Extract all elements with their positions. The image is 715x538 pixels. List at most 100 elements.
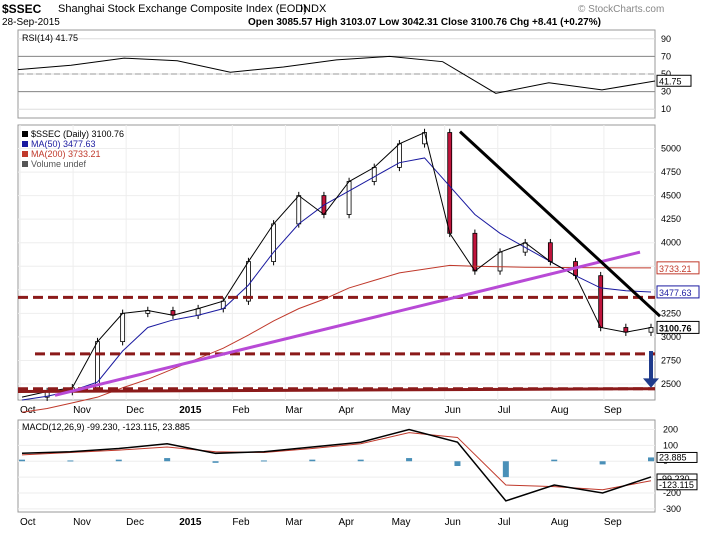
macd-x-tick-label: May	[392, 517, 411, 528]
macd-value-box	[656, 479, 698, 491]
macd-histogram-bar	[260, 460, 267, 462]
index-name: Shanghai Stock Exchange Composite Index …	[58, 3, 307, 15]
price-legend-entry: Volume undef	[31, 159, 87, 169]
ma200-line	[21, 264, 651, 413]
price-tick-label: 5000	[661, 144, 681, 154]
price-x-tick-label: Nov	[73, 405, 91, 416]
price-candle-body	[371, 166, 377, 182]
price-x-tick-label: Aug	[551, 405, 569, 416]
macd-histogram-bar	[454, 461, 461, 466]
legend-swatch	[22, 151, 28, 157]
price-x-tick-label: Jul	[498, 405, 511, 416]
macd-x-tick-label: Sep	[604, 517, 622, 528]
price-tick-label: 3000	[661, 332, 681, 342]
ma50-line	[21, 157, 652, 401]
rsi-tick-label: 90	[661, 34, 671, 44]
macd-tick-label: -300	[663, 504, 681, 514]
uptrend-line	[54, 250, 641, 397]
macd-histogram-bar	[19, 459, 25, 462]
price-tick-label: 4750	[661, 167, 681, 177]
price-tick-label: 4250	[661, 214, 681, 224]
close-line	[21, 131, 652, 398]
macd-x-tick-label: Jul	[498, 517, 511, 528]
macd-histogram-bar	[164, 458, 171, 462]
rsi-tick-label: 50	[661, 69, 671, 79]
price-candle-body	[296, 195, 302, 225]
target-arrow-head	[643, 378, 659, 388]
rsi-legend: RSI(14) 41.75	[22, 33, 78, 43]
macd-tick-label: 200	[663, 425, 678, 435]
macd-x-tick-label: Apr	[339, 517, 355, 528]
price-candle-body	[246, 261, 251, 302]
price-candle-body	[547, 242, 553, 262]
macd-histogram-bar	[212, 461, 219, 463]
macd-x-tick-label: Jun	[445, 517, 461, 528]
macd-value-label: -99.230	[659, 474, 690, 484]
price-x-tick-label: Mar	[285, 405, 303, 416]
macd-tick-label: 100	[663, 440, 678, 450]
macd-x-tick-label: 2015	[179, 517, 202, 528]
long-term-support-line	[17, 387, 656, 394]
price-value-label: 3100.76	[659, 323, 692, 333]
price-candle-body	[447, 132, 453, 234]
ohlc-summary: Open 3085.57 High 3103.07 Low 3042.31 Cl…	[248, 17, 601, 28]
price-candle-body	[472, 232, 478, 272]
downtrend-line	[458, 130, 662, 318]
price-x-tick-label: May	[392, 405, 411, 416]
macd-histogram-bar	[67, 460, 74, 462]
price-candle-body	[346, 181, 352, 215]
rsi-tick-label: 30	[661, 87, 671, 97]
price-x-tick-label: 2015	[179, 405, 202, 416]
date-label: 28-Sep-2015	[2, 17, 60, 28]
macd-panel-frame	[17, 419, 656, 513]
price-x-tick-label: Apr	[339, 405, 355, 416]
price-tick-label: 2750	[661, 355, 681, 365]
rsi-tick-label: 10	[661, 104, 671, 114]
macd-histogram-bar	[502, 461, 509, 478]
macd-histogram-bar	[599, 461, 606, 465]
macd-histogram-bar	[115, 459, 122, 462]
price-x-tick-label: Sep	[604, 405, 622, 416]
macd-histogram-bar	[648, 457, 654, 462]
price-candle-body	[497, 251, 503, 272]
price-legend-entry: MA(50) 3477.63	[31, 139, 96, 149]
price-x-tick-label: Oct	[20, 405, 36, 416]
legend-swatch	[22, 131, 28, 137]
price-candle-body	[271, 223, 277, 262]
price-x-tick-label: Jun	[445, 405, 461, 416]
macd-x-tick-label: Aug	[551, 517, 569, 528]
symbol-label: $SSEC	[2, 2, 42, 16]
macd-signal-line	[21, 432, 652, 491]
macd-x-tick-label: Feb	[232, 517, 250, 528]
rsi-tick-label: 70	[661, 51, 671, 61]
price-tick-label: 4500	[661, 191, 681, 201]
watermark: © StockCharts.com	[578, 4, 665, 15]
price-candle-body	[598, 275, 604, 328]
rsi-line	[17, 55, 656, 94]
macd-histogram-bar	[551, 459, 558, 462]
macd-legend: MACD(12,26,9) -99.230, -123.115, 23.885	[22, 422, 190, 432]
price-value-label: 3733.21	[659, 264, 692, 274]
legend-swatch	[22, 161, 28, 167]
price-value-label: 3477.63	[659, 288, 692, 298]
macd-tick-label: -200	[663, 488, 681, 498]
rsi-value-box	[656, 74, 692, 87]
price-x-tick-label: Feb	[232, 405, 250, 416]
legend-swatch	[22, 141, 28, 147]
price-legend-entry: MA(200) 3733.21	[31, 149, 101, 159]
price-value-box	[656, 320, 700, 334]
exchange-label: INDX	[300, 3, 327, 15]
macd-value-box	[656, 451, 698, 463]
macd-histogram-bar	[309, 459, 316, 462]
price-tick-label: 2500	[661, 379, 681, 389]
macd-value-label: 23.885	[659, 452, 687, 462]
rsi-value-label: 41.75	[659, 76, 682, 86]
price-tick-label: 3250	[661, 308, 681, 318]
macd-x-tick-label: Nov	[73, 517, 91, 528]
price-tick-label: 4000	[661, 238, 681, 248]
price-candle-body	[120, 312, 126, 343]
macd-histogram-bar	[357, 459, 364, 462]
macd-value-label: -123.115	[659, 480, 694, 490]
